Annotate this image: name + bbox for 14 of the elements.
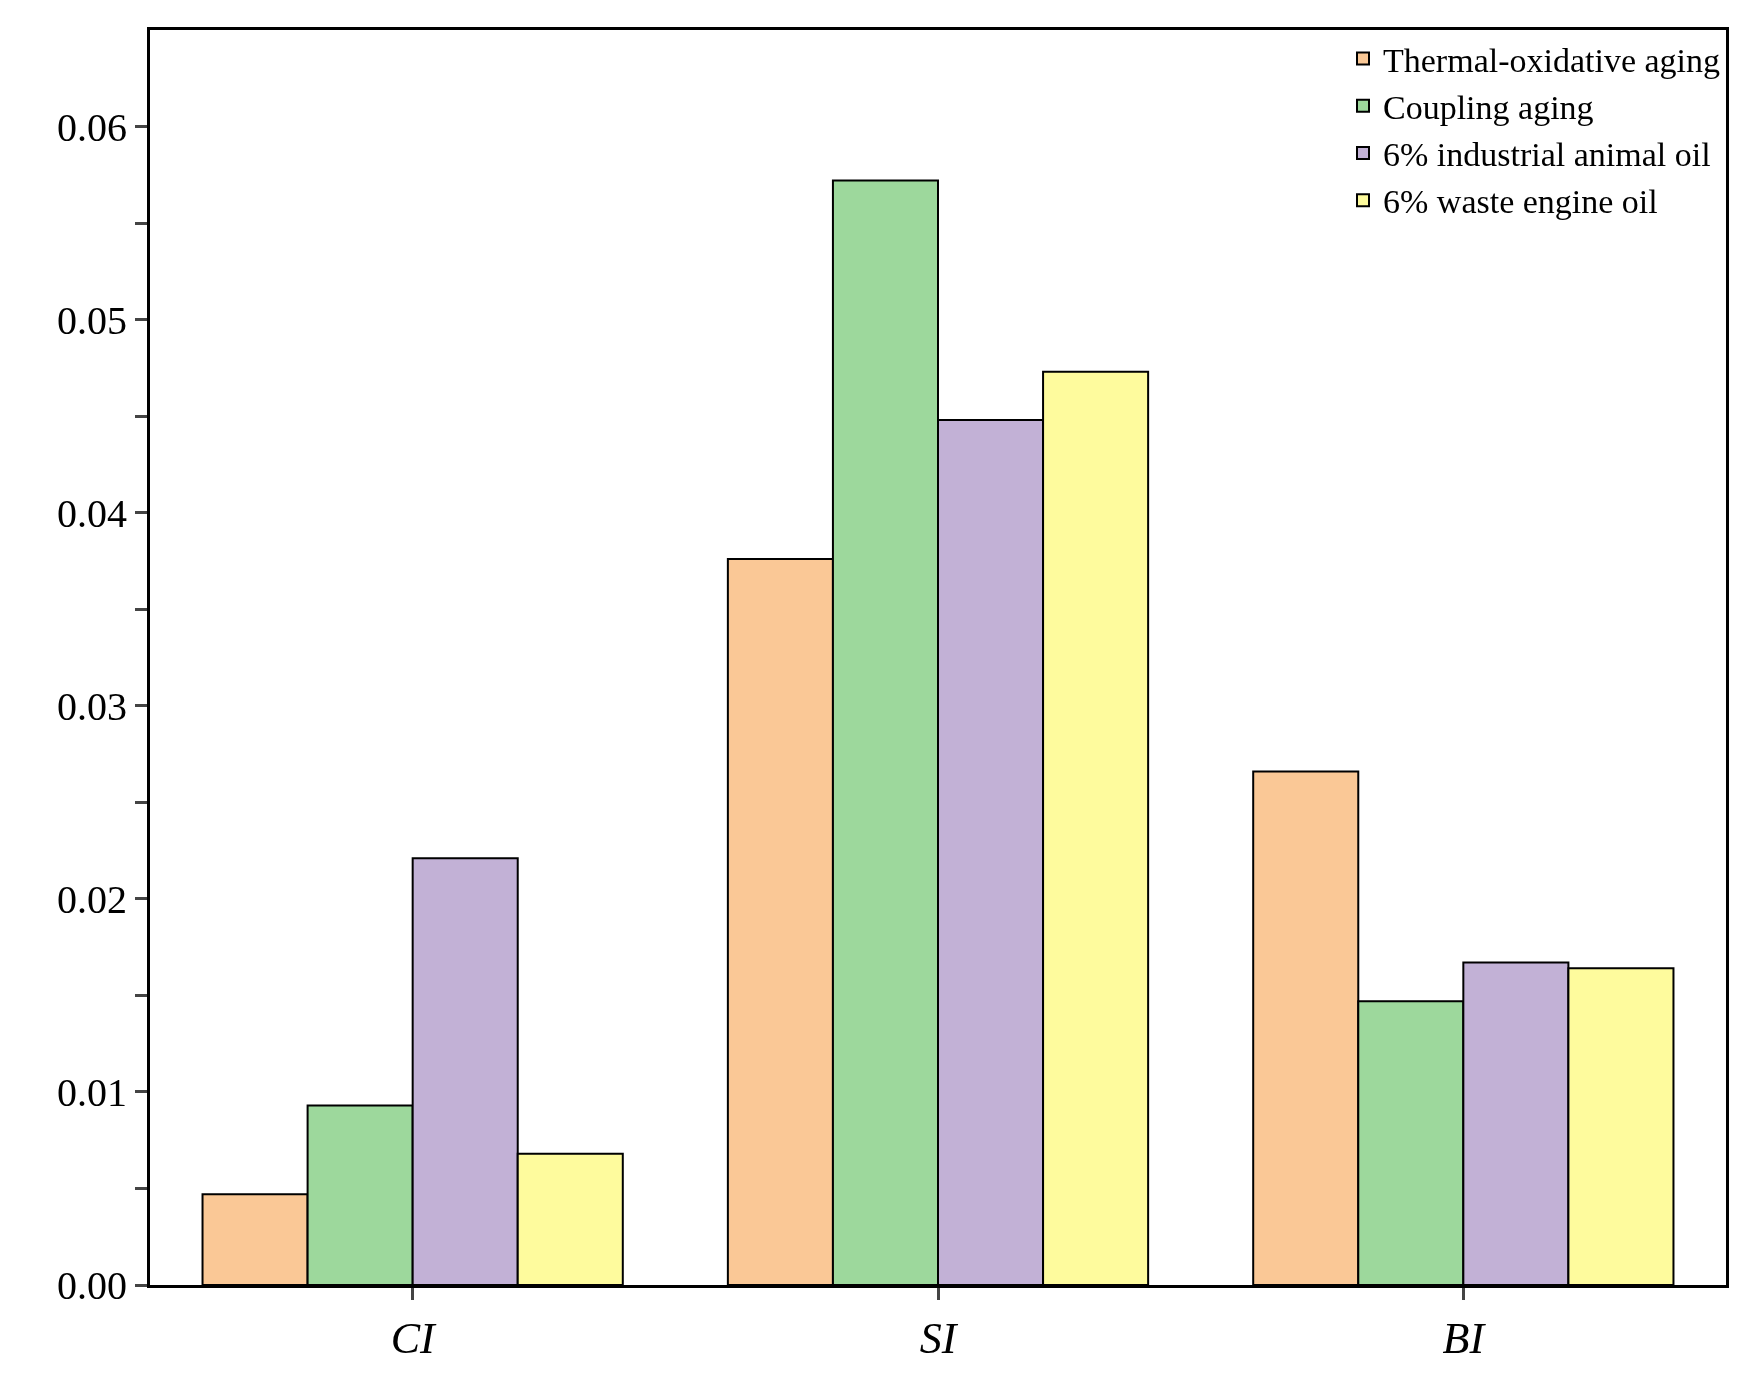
y-tick-label: 0.00 — [57, 1263, 127, 1308]
legend-label: Thermal-oxidative aging — [1383, 41, 1721, 79]
y-tick-label: 0.02 — [57, 876, 127, 922]
legend-label: 6% industrial animal oil — [1383, 136, 1711, 174]
x-tick-label: CI — [390, 1313, 438, 1363]
y-tick-label: 0.05 — [57, 297, 127, 343]
y-tick-label: 0.03 — [57, 683, 127, 729]
y-tick-label: 0.06 — [57, 104, 127, 150]
y-tick-label: 0.01 — [57, 1069, 127, 1115]
legend-label: Coupling aging — [1383, 89, 1594, 127]
legend-label: 6% waste engine oil — [1383, 183, 1658, 221]
x-tick-label: SI — [919, 1313, 959, 1363]
x-tick-label: BI — [1442, 1313, 1487, 1363]
y-tick-label: 0.04 — [57, 490, 127, 536]
